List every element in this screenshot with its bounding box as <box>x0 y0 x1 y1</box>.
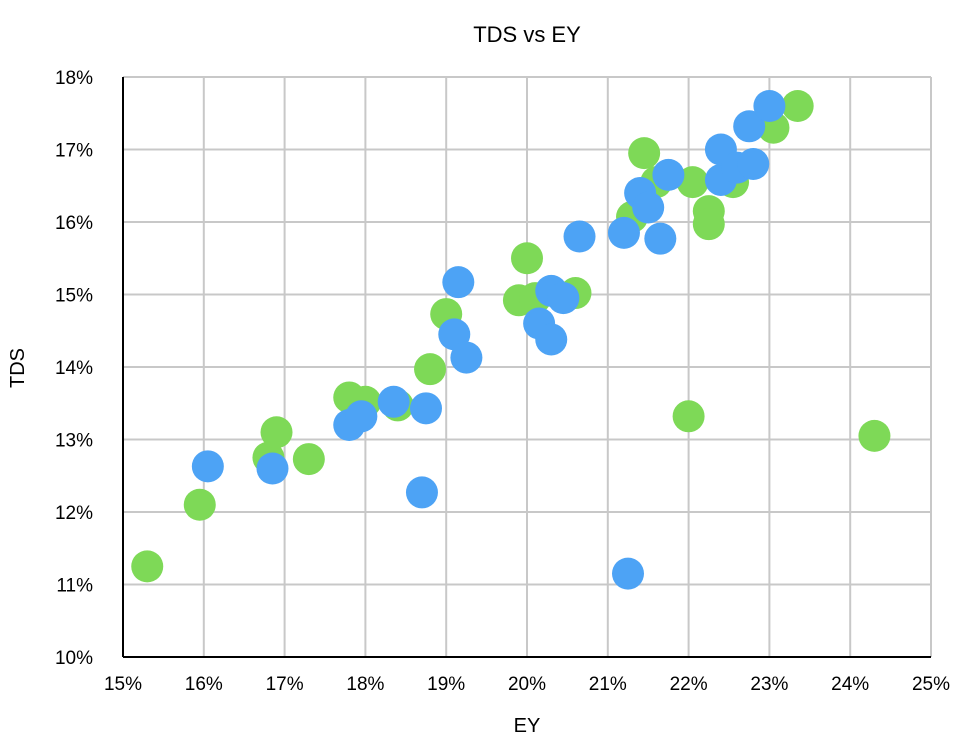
y-tick-labels: 10% 11% 12% 13% 14% 15% 16% 17% 18% <box>55 68 93 669</box>
green-data-point <box>672 400 705 433</box>
x-axis-label: EY <box>514 715 541 737</box>
blue-data-point <box>410 392 442 425</box>
y-tick-label: 16% <box>55 213 93 234</box>
blue-data-point <box>612 557 644 590</box>
x-tick-label: 22% <box>670 674 708 695</box>
green-data-point <box>858 419 891 452</box>
y-tick-label: 10% <box>55 648 93 669</box>
green-data-point <box>183 488 216 521</box>
green-data-point <box>676 166 709 199</box>
x-tick-label: 18% <box>346 674 384 695</box>
blue-data-point <box>377 385 410 418</box>
data-points <box>131 90 891 590</box>
blue-data-point <box>405 476 438 509</box>
blue-data-point <box>632 191 665 224</box>
y-tick-label: 18% <box>55 68 93 89</box>
x-tick-labels: 15% 16% 17% 18% 19% 20% 21% 22% 23% 24% 25% <box>104 674 950 695</box>
blue-data-point <box>535 323 568 356</box>
y-tick-label: 12% <box>55 503 93 524</box>
blue-data-point <box>733 110 766 143</box>
blue-data-point <box>607 216 640 249</box>
green-data-point <box>628 137 661 170</box>
y-tick-label: 14% <box>55 358 93 379</box>
green-data-point <box>511 242 543 275</box>
blue-data-point <box>753 90 786 122</box>
blue-data-point <box>191 450 224 483</box>
x-tick-label: 21% <box>589 674 627 695</box>
green-data-point <box>692 208 725 241</box>
green-data-point <box>781 90 814 122</box>
x-tick-label: 20% <box>508 674 546 695</box>
green-data-point <box>414 353 447 386</box>
blue-data-point <box>563 220 596 253</box>
blue-data-point <box>345 400 378 433</box>
x-tick-label: 15% <box>104 674 142 695</box>
blue-data-point <box>652 158 685 191</box>
y-axis-label: TDS <box>7 348 29 388</box>
y-tick-label: 11% <box>56 576 93 597</box>
blue-data-point <box>450 341 483 374</box>
y-tick-label: 17% <box>55 141 93 162</box>
blue-data-point <box>737 148 770 180</box>
x-tick-label: 24% <box>831 674 869 695</box>
x-tick-label: 23% <box>750 674 788 695</box>
blue-data-point <box>547 282 580 315</box>
x-tick-label: 17% <box>266 674 304 695</box>
y-tick-label: 15% <box>55 286 93 307</box>
grid-lines <box>123 76 932 657</box>
y-tick-label: 13% <box>55 431 93 452</box>
chart-title: TDS vs EY <box>473 22 581 47</box>
x-tick-label: 19% <box>427 674 465 695</box>
green-data-point <box>260 416 293 449</box>
x-tick-label: 25% <box>912 674 950 695</box>
green-data-point <box>131 550 164 583</box>
axes <box>122 77 931 658</box>
blue-data-point <box>256 452 289 485</box>
x-tick-label: 16% <box>185 674 223 695</box>
green-data-point <box>292 443 325 476</box>
blue-data-point <box>644 222 677 255</box>
blue-data-point <box>442 266 475 299</box>
